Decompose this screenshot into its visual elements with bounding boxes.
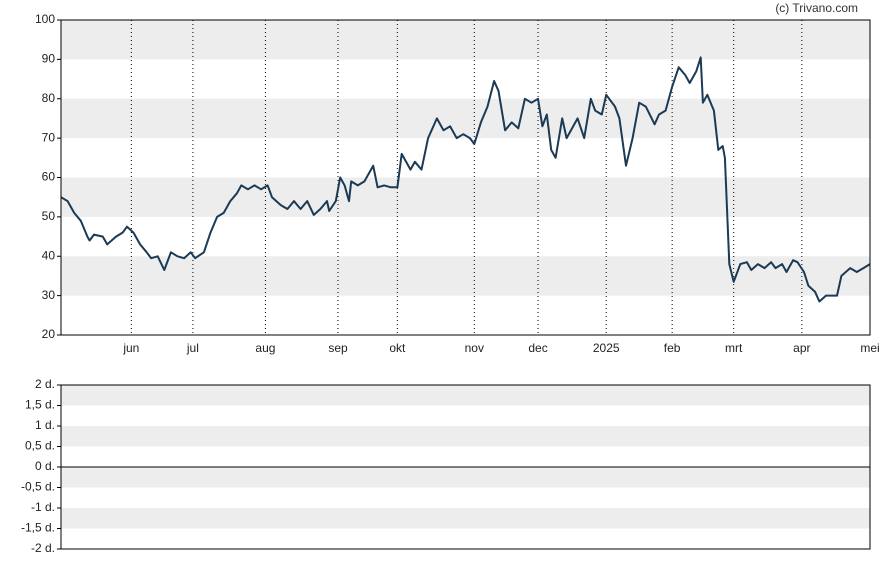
y-tick-label: 0,5 d. [25, 439, 55, 453]
y-tick-label: 80 [42, 91, 56, 105]
y-tick-label: 100 [35, 12, 55, 26]
price-line [60, 56, 871, 303]
y-tick-label: -1,5 d. [21, 521, 55, 535]
y-tick-label: 30 [42, 288, 56, 302]
y-tick-label: 50 [42, 209, 56, 223]
y-tick-label: 70 [42, 130, 56, 144]
y-tick-label: -1 d. [31, 500, 55, 514]
x-tick-label: jul [186, 341, 199, 355]
band [61, 508, 870, 529]
y-tick-label: 40 [42, 248, 56, 262]
band [61, 467, 870, 488]
band [61, 385, 870, 406]
plot-frame [60, 384, 871, 550]
y-tick-label: 90 [42, 52, 56, 66]
x-tick-label: mei [860, 341, 879, 355]
y-tick-label: -2 d. [31, 541, 55, 555]
x-tick-label: dec [528, 341, 547, 355]
x-tick-label: aug [255, 341, 275, 355]
x-tick-label: sep [328, 341, 348, 355]
credit: (c) Trivano.com [775, 1, 858, 15]
y-tick-label: 20 [42, 327, 56, 341]
x-tick-label: jun [122, 341, 139, 355]
y-tick-label: 0 d. [35, 459, 55, 473]
y-tick-label: 1 d. [35, 418, 55, 432]
x-tick-label: 2025 [593, 341, 620, 355]
x-tick-label: okt [389, 341, 406, 355]
band [61, 98, 870, 139]
band [61, 20, 870, 60]
y-tick-label: 60 [42, 170, 56, 184]
x-tick-label: mrt [725, 341, 743, 355]
y-tick-label: 1,5 d. [25, 398, 55, 412]
y-tick-label: -0,5 d. [21, 480, 55, 494]
x-tick-label: nov [465, 341, 484, 355]
plot-frame [60, 19, 871, 336]
band [61, 426, 870, 447]
x-tick-label: apr [793, 341, 810, 355]
y-tick-label: 2 d. [35, 377, 55, 391]
band [61, 256, 870, 296]
x-tick-label: feb [664, 341, 681, 355]
band [61, 177, 870, 217]
